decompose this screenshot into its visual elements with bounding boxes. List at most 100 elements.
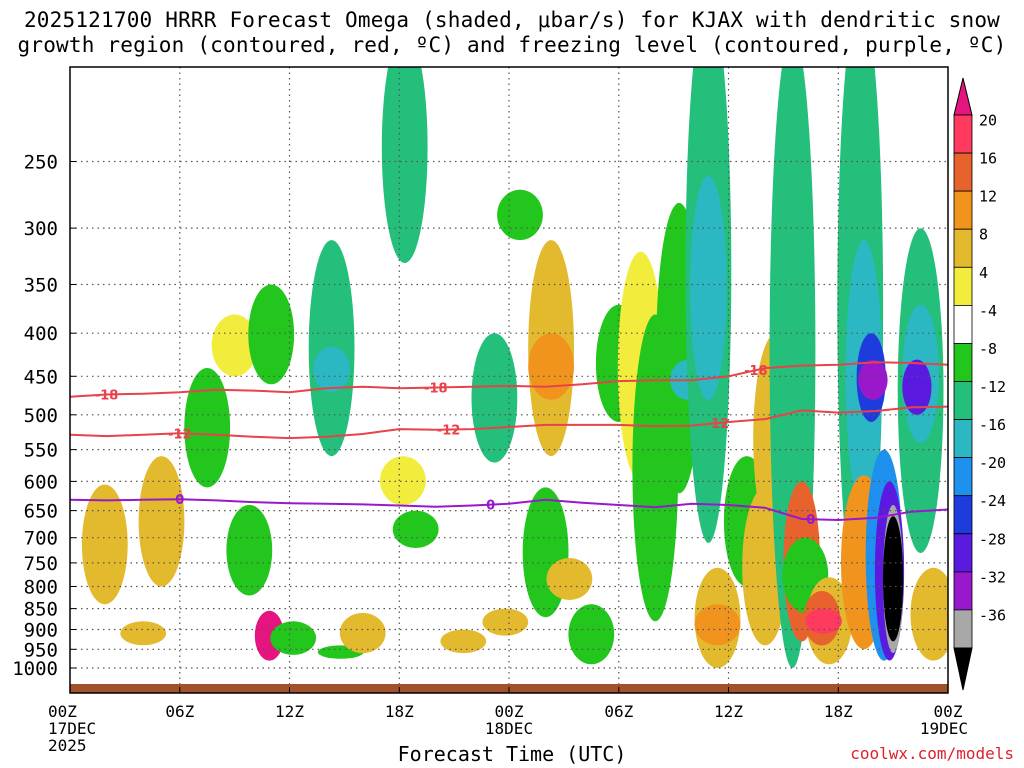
y-tick-label-250: 250 (24, 152, 58, 174)
colorbar-swatch-0 (953, 114, 973, 154)
colorbar-label-0: 20 (979, 112, 997, 130)
axes-layer: 2503003504004505005506006507007508008509… (12, 152, 968, 756)
source-credit: coolwx.com/models (850, 744, 1014, 763)
contour-label-0C-1: 0 (486, 499, 495, 514)
x-tick-label-48-1: 19DEC (920, 719, 968, 738)
contour-label--18C-1: -18 (424, 382, 448, 397)
y-tick-label-950: 950 (24, 639, 58, 661)
temperature-contours-layer: -18 -18 -18 -12 -12 -12 0 0 0 (70, 361, 948, 528)
colorbar-label-9: -20 (979, 454, 1006, 472)
colorbar-label-12: -32 (979, 568, 1006, 586)
colorbar-top-triangle (953, 77, 973, 116)
omega-feature-24 (568, 604, 615, 665)
colorbar-label-2: 12 (979, 188, 997, 206)
colorbar-label-10: -24 (979, 492, 1006, 510)
y-tick-label-500: 500 (24, 405, 58, 427)
y-tick-label-300: 300 (24, 218, 58, 240)
y-tick-label-600: 600 (24, 471, 58, 493)
colorbar-swatch-7 (953, 381, 973, 420)
y-tick-label-400: 400 (24, 323, 58, 345)
omega-feature-17 (471, 333, 518, 463)
colorbar-swatch-13 (953, 609, 973, 649)
y-tick-label-850: 850 (24, 599, 58, 621)
x-axis-title: Forecast Time (UTC) (397, 742, 627, 766)
colorbar-bottom-triangle (953, 647, 973, 691)
x-tick-label-0-2: 2025 (48, 736, 87, 755)
grid-lines (70, 67, 948, 693)
colorbar-label-11: -28 (979, 530, 1006, 548)
colorbar-swatch-9 (953, 457, 973, 497)
y-tick-label-800: 800 (24, 577, 58, 599)
y-tick-label-650: 650 (24, 501, 58, 523)
colorbar-label-7: -12 (979, 378, 1006, 396)
contour--18C (70, 361, 948, 398)
x-tick-label-48-0: 00Z (934, 702, 963, 721)
colorbar-swatch-8 (953, 419, 973, 459)
omega-feature-22 (528, 333, 574, 400)
x-tick-label-24-0: 00Z (495, 702, 524, 721)
colorbar-swatch-12 (953, 571, 973, 611)
omega-feature-1 (120, 621, 167, 646)
y-tick-label-1000: 1000 (12, 658, 58, 680)
y-tick-label-900: 900 (24, 620, 58, 642)
omega-feature-23 (546, 558, 593, 600)
colorbar-swatch-1 (953, 152, 973, 192)
omega-feature-33 (694, 604, 741, 646)
omega-feature-54 (902, 359, 932, 415)
omega-feature-4 (211, 314, 258, 377)
colorbar: 20 16 12 8 4 -4 -8 -12 -16 -20 -24 -28 -32 -36 (953, 77, 1006, 691)
omega-feature-0 (81, 484, 128, 605)
x-tick-label-0-0: 00Z (48, 702, 77, 721)
colorbar-label-13: -36 (979, 606, 1006, 624)
contour--12C (70, 405, 948, 440)
contour-label--12C-1: -12 (437, 424, 461, 439)
colorbar-label-4: 4 (979, 264, 988, 282)
omega-feature-19 (497, 189, 543, 241)
x-tick-label-42-0: 18Z (824, 702, 853, 721)
contour-label--12C-0: -12 (168, 427, 192, 442)
colorbar-label-8: -16 (979, 416, 1006, 434)
x-tick-label-6-0: 06Z (165, 702, 194, 721)
contour-label-0C-0: 0 (175, 493, 184, 508)
colorbar-label-5: -4 (979, 302, 997, 320)
omega-feature-14 (380, 456, 426, 505)
omega-feature-7 (248, 284, 295, 385)
contour-label--18C-2: -18 (744, 364, 768, 379)
colorbar-label-3: 8 (979, 226, 988, 244)
y-tick-label-700: 700 (24, 528, 58, 550)
x-tick-label-0-1: 17DEC (48, 719, 96, 738)
x-tick-label-18-0: 18Z (385, 702, 414, 721)
contour-label-0C-2: 0 (806, 513, 815, 528)
contour-0C (70, 498, 948, 521)
colorbar-label-6: -8 (979, 340, 997, 358)
chart-title-line-1: 2025121700 HRRR Forecast Omega (shaded, … (23, 8, 1001, 32)
omega-feature-10 (313, 346, 350, 393)
omega-feature-51 (883, 516, 904, 642)
x-tick-label-30-0: 06Z (604, 702, 633, 721)
omega-feature-31 (690, 175, 727, 400)
colorbar-swatch-6 (953, 342, 973, 382)
omega-feature-13 (381, 67, 428, 263)
omega-shading-layer (81, 67, 948, 669)
omega-feature-15 (392, 510, 439, 548)
colorbar-swatch-3 (953, 228, 973, 268)
omega-feature-16 (440, 629, 487, 654)
y-tick-label-750: 750 (24, 553, 58, 575)
colorbar-swatch-4 (953, 266, 973, 306)
omega-feature-46 (858, 359, 888, 400)
omega-feature-42 (805, 608, 842, 634)
colorbar-label-1: 16 (979, 150, 997, 168)
contour-label--12C-2: -12 (706, 417, 730, 432)
y-tick-label-450: 450 (24, 366, 58, 388)
colorbar-swatch-10 (953, 495, 973, 535)
x-tick-label-24-1: 18DEC (485, 719, 533, 738)
omega-feature-5 (226, 504, 273, 596)
colorbar-swatch-11 (953, 533, 973, 573)
omega-feature-18 (482, 608, 529, 636)
y-tick-label-550: 550 (24, 440, 58, 462)
colorbar-swatch-5 (953, 304, 973, 344)
chart-title-line-2: growth region (contoured, red, ºC) and f… (17, 33, 1007, 57)
y-tick-label-350: 350 (24, 275, 58, 297)
x-tick-label-36-0: 12Z (714, 702, 743, 721)
